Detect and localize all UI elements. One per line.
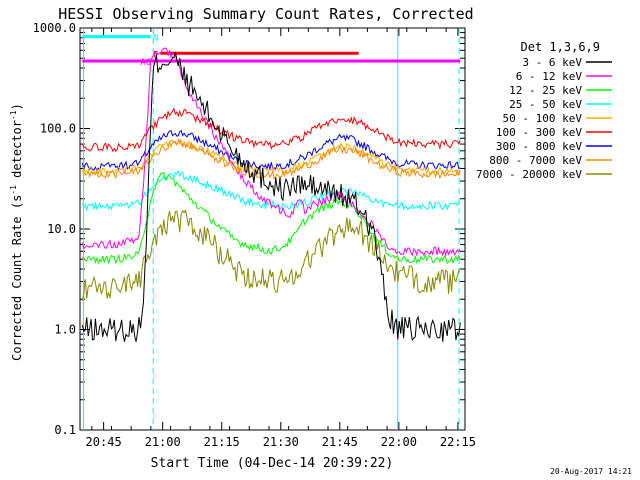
attenuator-bar-label: N [153,34,158,44]
series-line [81,107,461,153]
series-line [81,47,461,258]
x-tick-label: 21:30 [263,435,299,449]
y-axis-label-sup: -1 [9,185,18,195]
y-tick-label: 0.1 [54,423,76,437]
y-axis-label-sup: -1 [9,110,18,120]
legend-entry-label: 3 - 6 keV [522,56,582,69]
legend-entry-label: 50 - 100 keV [503,112,583,125]
series-line [81,129,461,172]
series-layer [81,47,461,342]
y-axis-label-part: Corrected Count Rate (s [10,195,24,361]
chart-title: HESSI Observing Summary Count Rates, Cor… [58,5,473,23]
series-line [81,169,461,212]
x-tick-label: 20:45 [86,435,122,449]
x-tick-label: 22:00 [381,435,417,449]
legend-entry-label: 12 - 25 keV [509,84,582,97]
y-axis-label-mid: detector [10,120,24,185]
legend-entry-label: 6 - 12 keV [516,70,583,83]
x-tick-label: 21:15 [204,435,240,449]
series-line [82,171,461,265]
x-tick-label: 21:00 [145,435,181,449]
y-axis-label: Corrected Count Rate (s-1 detector-1) [9,103,24,361]
attenuator-bar-label: A0 [140,58,151,68]
x-axis-label: Start Time (04-Dec-14 20:39:22) [151,456,394,471]
y-tick-label: 10.0 [47,222,76,236]
y-tick-label: 1.0 [54,323,76,337]
series-line [81,51,461,342]
x-tick-label: 21:45 [322,435,358,449]
series-line [82,138,461,176]
plot-frame [79,27,466,431]
y-tick-label: 100.0 [40,122,76,136]
y-axis-label-end: ) [10,103,24,110]
y-tick-labels: 1000.0 100.0 10.0 1.0 0.1 [33,21,76,437]
series-line [81,209,461,302]
x-tick-labels: 20:45 21:00 21:15 21:30 21:45 22:00 22:15 [86,435,476,449]
legend-entry-label: 100 - 300 keV [496,126,582,139]
legend-entry-label: 800 - 7000 keV [489,154,582,167]
attenuator-bar-label: F [153,50,158,60]
legend-entry-label: 25 - 50 keV [509,98,582,111]
legend-entry-label: 7000 - 20000 keV [476,168,582,181]
date-stamp: 20-Aug-2017 14:21 [550,467,632,476]
attenuator-bars: FA0 N [82,28,461,430]
y-tick-label: 1000.0 [33,21,76,35]
tick-marks [80,27,465,431]
x-tick-label: 22:15 [440,435,476,449]
legend-header: Det 1,3,6,9 [521,40,600,54]
series-line [81,138,461,180]
legend-entry-label: 300 - 800 keV [496,140,582,153]
